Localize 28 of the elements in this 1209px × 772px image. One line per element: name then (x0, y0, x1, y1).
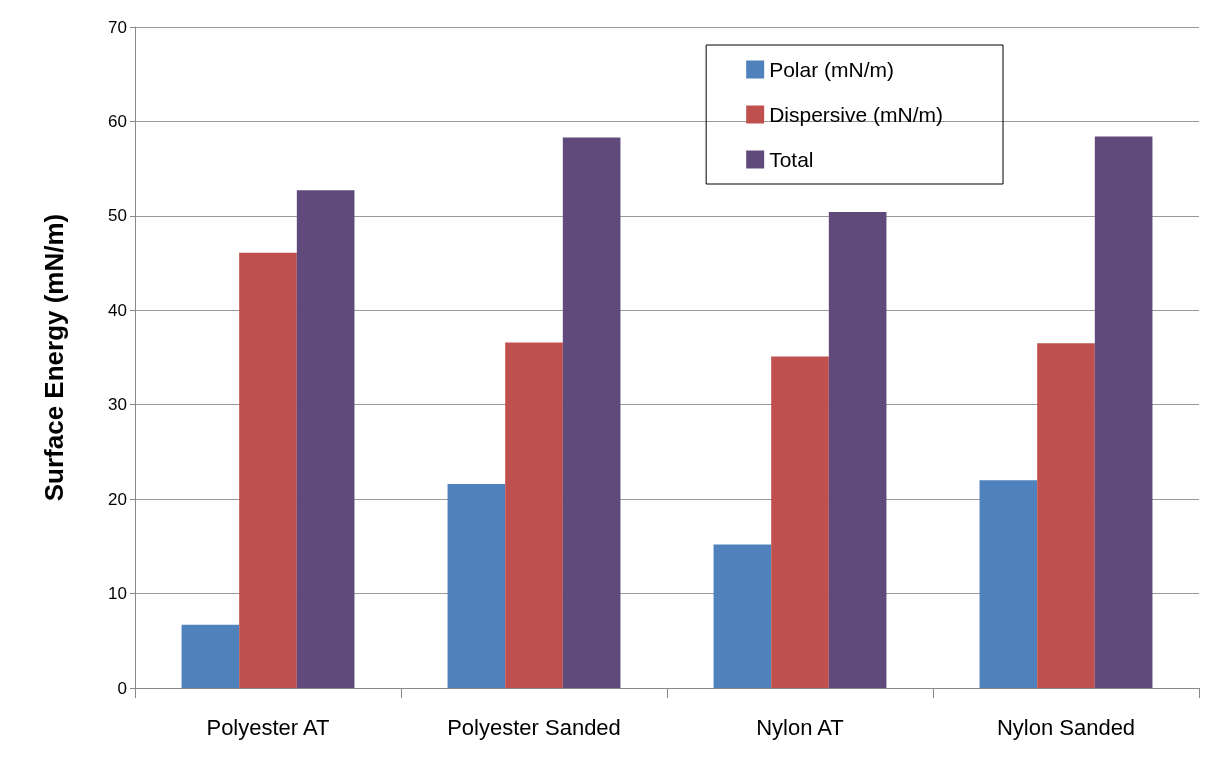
legend-label: Total (769, 148, 814, 171)
x-tick-label: Polyester AT (206, 714, 330, 740)
legend-label: Dispersive (mN/m) (769, 103, 944, 126)
bar (562, 137, 621, 688)
bar (771, 356, 829, 688)
y-tick-label: 60 (108, 111, 127, 131)
bar (979, 480, 1038, 688)
bar (1037, 343, 1095, 688)
y-tick-label: 20 (108, 489, 127, 509)
y-tick-label: 50 (108, 206, 127, 226)
bar (447, 484, 506, 688)
bar (181, 624, 240, 688)
y-tick-label: 70 (108, 17, 127, 37)
x-tick-label: Polyester Sanded (447, 714, 621, 740)
x-tick-label: Nylon Sanded (996, 714, 1136, 740)
legend-label: Polar (mN/m) (769, 58, 895, 81)
y-tick-label: 30 (108, 395, 127, 415)
y-tick-label: 10 (108, 584, 127, 604)
y-tick-label: 0 (117, 678, 127, 698)
bar (713, 544, 772, 688)
bar (1094, 136, 1153, 688)
y-tick-label: 40 (108, 300, 127, 320)
x-tick-label: Nylon AT (756, 714, 844, 740)
bar (505, 342, 563, 688)
bar (239, 252, 297, 688)
bar (828, 212, 887, 688)
y-axis-title: Surface Energy (mN/m) (39, 213, 69, 502)
bar (296, 190, 355, 688)
